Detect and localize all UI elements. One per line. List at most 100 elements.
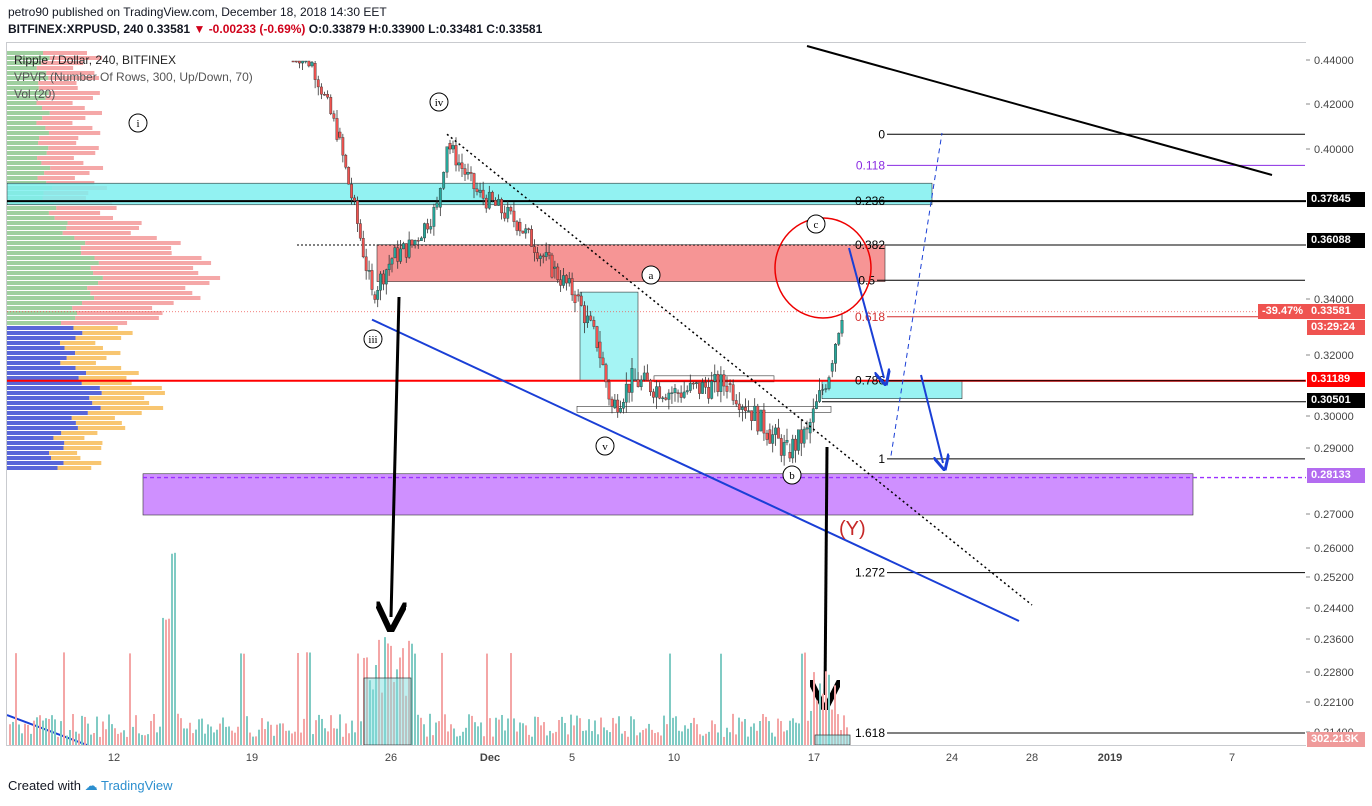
candle-body bbox=[592, 320, 596, 327]
volume-bar bbox=[309, 652, 311, 745]
volume-bar bbox=[702, 735, 704, 745]
candle-body bbox=[426, 223, 430, 230]
candle-body bbox=[667, 392, 671, 400]
volume-bar bbox=[288, 730, 290, 745]
volume-bar bbox=[744, 719, 746, 745]
candle-body bbox=[382, 273, 385, 285]
candle-body bbox=[347, 167, 351, 185]
volume-bar bbox=[750, 726, 752, 745]
volume-bar bbox=[39, 715, 41, 745]
volume-bar bbox=[231, 730, 233, 745]
volume-bar bbox=[588, 719, 590, 745]
footer: Created with ☁ TradingView bbox=[8, 778, 173, 794]
candle-body bbox=[562, 275, 565, 286]
candle-body bbox=[538, 255, 542, 259]
candle-body bbox=[524, 228, 528, 234]
candle-body bbox=[765, 432, 769, 440]
volume-bar bbox=[351, 720, 353, 745]
candle-body bbox=[329, 97, 333, 114]
time-tick-label: 5 bbox=[569, 752, 575, 764]
volume-bar bbox=[594, 720, 596, 745]
fib-label-1.618: 1.618 bbox=[855, 726, 885, 740]
candle-body bbox=[753, 405, 757, 421]
volume-bar bbox=[345, 723, 347, 745]
volume-bar bbox=[747, 736, 749, 745]
volume-bar bbox=[204, 733, 206, 745]
volume-bar bbox=[207, 724, 209, 745]
volume-bar bbox=[279, 723, 281, 745]
candle-body bbox=[432, 206, 436, 227]
price-tag: 0.37845 bbox=[1307, 192, 1365, 207]
tradingview-logo-icon: ☁ bbox=[84, 778, 98, 793]
candle-body bbox=[695, 382, 698, 385]
candle-body bbox=[451, 145, 455, 150]
volume-bar bbox=[18, 724, 20, 745]
fib-label-0.5: 0.5 bbox=[858, 273, 875, 287]
volume-bar bbox=[732, 713, 734, 745]
candle-body bbox=[794, 438, 797, 451]
chart-pane[interactable]: 0 0.118 0.236 0.382 0.5 0.618 0.786 1 1.272 1.618… bbox=[6, 42, 1308, 746]
candle-body bbox=[728, 383, 732, 385]
volume-bar bbox=[171, 553, 173, 745]
candle-body bbox=[610, 398, 614, 407]
volume-bar bbox=[282, 723, 284, 745]
candle-body bbox=[423, 223, 426, 239]
volume-bar bbox=[579, 718, 581, 745]
candle-body bbox=[811, 408, 815, 423]
price-tick-label: 0.26000 bbox=[1314, 543, 1354, 555]
volume-bar bbox=[684, 725, 686, 745]
candle-body bbox=[326, 94, 330, 98]
price-change: -0.00233 (-0.69%) bbox=[208, 22, 306, 36]
candle-body bbox=[291, 60, 295, 63]
volume-bar bbox=[582, 730, 584, 745]
wave-label-a: a bbox=[641, 265, 661, 285]
volume-bar bbox=[294, 731, 296, 745]
candle-body bbox=[636, 379, 640, 387]
candle-body bbox=[613, 399, 617, 409]
volume-bar bbox=[546, 735, 548, 745]
candle-body bbox=[840, 320, 844, 334]
volume-bar bbox=[471, 715, 473, 745]
volume-bar bbox=[210, 726, 212, 745]
candle-body bbox=[598, 341, 602, 359]
volume-bar bbox=[591, 731, 593, 745]
volume-bar bbox=[693, 717, 695, 745]
candle-body bbox=[515, 221, 519, 231]
candle-body bbox=[627, 383, 631, 393]
legend-volume: Vol (20) bbox=[14, 87, 56, 101]
volume-bar bbox=[273, 735, 275, 745]
time-tick-label: Dec bbox=[480, 752, 500, 764]
candle-body bbox=[399, 248, 402, 262]
volume-bar bbox=[534, 716, 536, 745]
volume-bar bbox=[33, 720, 35, 745]
candle-body bbox=[442, 171, 446, 189]
volume-bar bbox=[735, 734, 737, 745]
candle-body bbox=[688, 382, 692, 391]
volume-bar bbox=[681, 731, 683, 745]
volume-bar bbox=[333, 728, 335, 745]
volume-bar bbox=[417, 714, 419, 745]
volume-bar bbox=[699, 734, 701, 745]
volume-bar bbox=[831, 709, 833, 745]
volume-bar bbox=[114, 728, 116, 745]
candle-body bbox=[622, 402, 625, 409]
volume-bar bbox=[51, 715, 53, 745]
wave-label-i: i bbox=[128, 113, 148, 133]
candle-body bbox=[827, 377, 831, 389]
candle-body bbox=[332, 113, 336, 119]
volume-bar bbox=[321, 718, 323, 745]
price-tick-label: 0.34000 bbox=[1314, 294, 1354, 306]
fib-label-1: 1 bbox=[878, 452, 885, 466]
volume-bar bbox=[828, 674, 830, 745]
volume-bar bbox=[315, 720, 317, 745]
volume-bar bbox=[267, 721, 269, 745]
candle-body bbox=[358, 223, 362, 239]
candle-body bbox=[454, 145, 458, 166]
time-axis[interactable]: 12 19 26 Dec 5 10 17 24 28 2019 7 bbox=[6, 745, 1306, 767]
volume-bar bbox=[138, 733, 140, 745]
last-price: 0.33581 bbox=[146, 22, 191, 36]
candle-body bbox=[740, 406, 744, 410]
candle-body bbox=[691, 382, 695, 385]
candle-body bbox=[716, 374, 720, 392]
volume-bar bbox=[99, 736, 101, 745]
